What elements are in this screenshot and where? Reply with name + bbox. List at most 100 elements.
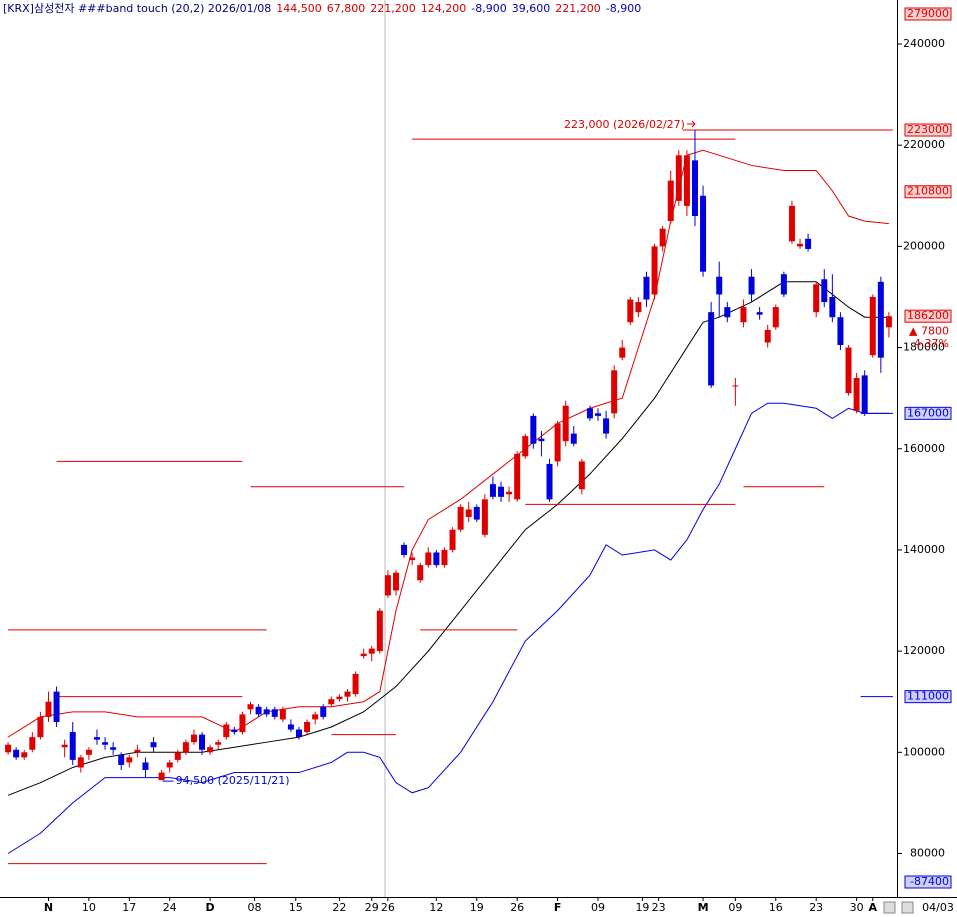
candle-body [368, 648, 375, 654]
band-line [7, 149, 889, 738]
candle-body [498, 486, 505, 497]
price-label: 279000 [907, 7, 949, 20]
candle-body [215, 742, 222, 745]
price-label: ▲ 7800 [909, 324, 949, 337]
candle-body [724, 307, 731, 318]
candle-body [37, 716, 44, 738]
candle-body [134, 749, 141, 753]
candle-body [635, 302, 642, 313]
candle-body [627, 299, 634, 323]
y-tick-label: 220000 [903, 138, 945, 151]
header-item: -8,900 [606, 2, 641, 15]
price-label: 186200 [907, 309, 949, 322]
candle-body [45, 701, 52, 717]
annotation: 94,500 (2025/11/21) [176, 774, 290, 787]
price-box [904, 309, 952, 323]
candle-body [77, 757, 84, 768]
candle-body [231, 729, 238, 733]
header-item: 124,200 [421, 2, 467, 15]
candle-body [441, 549, 448, 566]
candle-body [287, 724, 294, 730]
candle-body [85, 749, 92, 755]
annotation: 223,000 (2026/02/27) [564, 118, 685, 131]
candle-body [142, 762, 149, 771]
candle-body [473, 506, 480, 520]
candle-body [586, 408, 593, 419]
price-label: 111000 [907, 690, 949, 703]
price-label: 167000 [907, 406, 949, 419]
x-tick-label: 26 [510, 901, 524, 914]
search-button[interactable] [901, 901, 914, 914]
header-item: 221,200 [555, 2, 601, 15]
price-label: -87400 [910, 875, 949, 888]
x-tick-label: N [44, 901, 53, 914]
candle-body [756, 312, 763, 315]
y-tick-label: 200000 [903, 239, 945, 252]
annotation-arrow [686, 120, 696, 128]
x-tick-label: 23 [652, 901, 666, 914]
candle-body [118, 754, 125, 765]
price-box [904, 690, 952, 704]
x-tick-label: 24 [163, 901, 177, 914]
candle-body [837, 317, 844, 346]
candle-body [207, 747, 214, 753]
candle-body [69, 732, 76, 760]
candle-body [554, 423, 561, 462]
candle-body [433, 552, 440, 566]
candle-body [643, 276, 650, 300]
candle-body [102, 742, 109, 745]
x-tick-label: 29 [365, 901, 379, 914]
x-tick-label: F [554, 901, 562, 914]
candle-body [417, 565, 424, 581]
candle-body [780, 274, 787, 295]
price-label: 223000 [907, 123, 949, 136]
candle-body [683, 155, 690, 206]
y-tick-label: 180000 [903, 341, 945, 354]
candle-body [788, 205, 795, 242]
candle-body [829, 296, 836, 318]
candle-body [29, 737, 36, 750]
x-tick-label: 19 [470, 901, 484, 914]
candle-body [174, 752, 181, 760]
candle-body [603, 418, 610, 434]
candle-body [732, 385, 739, 387]
candle-body [805, 238, 812, 249]
price-box [904, 406, 952, 420]
candle-body [304, 721, 311, 733]
candle-body [481, 499, 488, 535]
candle-body [748, 276, 755, 295]
candle-body [328, 699, 335, 705]
candle-body [708, 312, 715, 386]
zoom-button[interactable] [883, 901, 896, 914]
candle-body [263, 709, 270, 715]
candle-body [110, 747, 117, 750]
x-tick-label: 09 [591, 901, 605, 914]
price-box [904, 123, 952, 137]
header-item: -8,900 [471, 2, 506, 15]
header: [KRX]삼성전자 ###band touch (20,2) 2026/01/0… [3, 2, 641, 15]
x-tick-label: 08 [248, 901, 262, 914]
x-tick-label: 10 [82, 901, 96, 914]
candle-body [797, 243, 804, 247]
candle-body [457, 506, 464, 530]
header-item: 39,600 [512, 2, 551, 15]
candle-body [190, 734, 197, 743]
candle-body [13, 749, 20, 758]
header-item: 221,200 [370, 2, 416, 15]
candle-body [651, 246, 658, 295]
candle-body [409, 557, 416, 561]
candle-body [595, 413, 601, 416]
y-tick-label: 120000 [903, 644, 945, 657]
candle-body [53, 691, 60, 722]
candle-body [247, 704, 254, 710]
x-tick-label: 26 [381, 901, 395, 914]
candle-body [93, 737, 100, 740]
x-tick-label: 15 [289, 901, 303, 914]
candle-body [546, 463, 553, 500]
candle-body [61, 744, 68, 748]
last-date: 04/03 [922, 901, 954, 914]
candle-body [530, 415, 537, 444]
candle-body [700, 195, 707, 272]
candle-body [877, 281, 884, 358]
